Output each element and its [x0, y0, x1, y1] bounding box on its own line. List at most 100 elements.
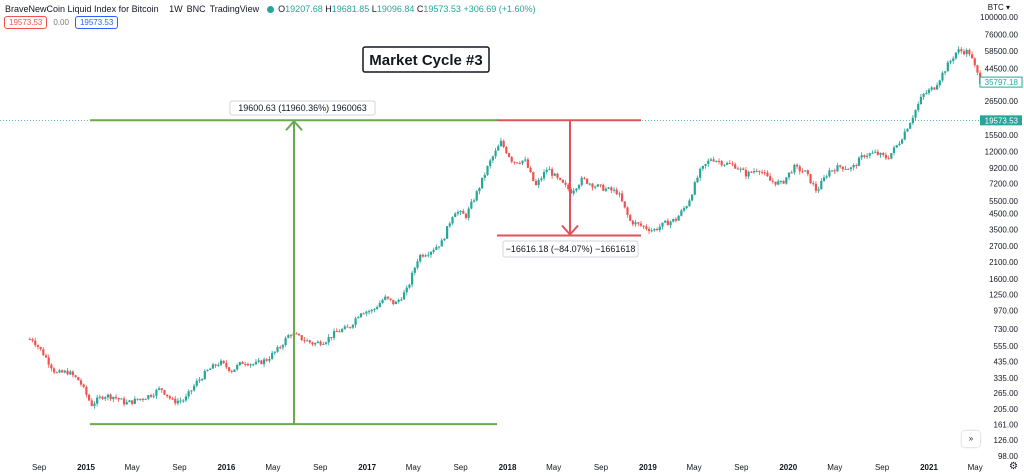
- candle-body: [411, 272, 414, 285]
- candle-body: [833, 170, 836, 172]
- price-tick-label: 1600.00: [989, 275, 1018, 284]
- candle-body: [860, 155, 863, 158]
- candle-body: [429, 251, 433, 255]
- rise-measure-label-box: [229, 100, 376, 116]
- candle-body: [583, 177, 586, 179]
- fall-arrow-head-icon: [561, 224, 579, 237]
- candle-body: [637, 222, 640, 224]
- candle-body: [758, 171, 761, 173]
- candle-body: [639, 223, 643, 226]
- candle-body: [760, 172, 764, 174]
- candle-body: [699, 168, 702, 178]
- candle-body: [66, 370, 69, 375]
- candle-body: [701, 165, 704, 169]
- candle-body: [276, 347, 279, 352]
- candle-body: [957, 49, 960, 53]
- candle-body: [386, 296, 389, 299]
- price-tick-label: 76000.00: [985, 30, 1019, 39]
- candle-body: [440, 240, 443, 247]
- time-tick-label: Sep: [32, 463, 47, 472]
- candle-body: [168, 396, 171, 399]
- candle-body: [373, 308, 376, 310]
- spread-value: 0.00: [53, 18, 69, 27]
- candle-body: [61, 370, 64, 373]
- candle-body: [567, 184, 570, 190]
- time-tick-label: Sep: [875, 463, 890, 472]
- candle-body: [236, 365, 239, 370]
- candle-body: [179, 400, 182, 402]
- candle-body: [545, 169, 548, 173]
- candle-body: [58, 370, 61, 373]
- candle-body: [594, 186, 597, 188]
- candle-body: [50, 364, 53, 369]
- time-tick-label: 2016: [217, 463, 235, 472]
- last-price-label: 35797.18: [985, 78, 1019, 87]
- candle-body: [171, 398, 174, 400]
- candle-body: [882, 153, 885, 155]
- candle-body: [36, 345, 40, 347]
- currency-label[interactable]: BTC ▾: [987, 3, 1010, 12]
- candle-body: [147, 395, 150, 399]
- candle-body: [742, 168, 745, 170]
- candle-body: [297, 334, 301, 336]
- interval-label[interactable]: 1W: [169, 4, 183, 14]
- candle-body: [510, 156, 513, 162]
- candle-body: [712, 159, 715, 162]
- candle-body: [720, 161, 723, 166]
- time-tick-label: Sep: [734, 463, 749, 472]
- candle-body: [198, 379, 201, 381]
- price-tick-label: 970.00: [994, 307, 1019, 316]
- candle-body: [685, 206, 688, 209]
- candle-body: [553, 173, 556, 176]
- price-axis: 100000.00 76000.00 58500.00 44500.00 35797.1…: [979, 13, 1023, 461]
- candle-body: [744, 169, 748, 177]
- candle-body: [330, 336, 333, 338]
- candle-body: [483, 174, 486, 178]
- buy-badge[interactable]: 19573.53: [74, 16, 119, 29]
- candle-body: [152, 395, 155, 397]
- scroll-to-realtime-button[interactable]: »: [962, 431, 980, 447]
- candle-body: [933, 87, 936, 90]
- sell-badge[interactable]: 19573.53: [4, 16, 48, 29]
- candle-body: [677, 215, 680, 221]
- candle-body: [157, 388, 161, 390]
- symbol-name[interactable]: BraveNewCoin Liquid Index for Bitcoin: [5, 4, 159, 14]
- candle-body: [314, 343, 317, 345]
- candle-body: [93, 403, 96, 406]
- candle-body: [556, 173, 559, 178]
- candle-body: [717, 161, 721, 163]
- candle-body: [586, 178, 589, 184]
- candle-body: [470, 201, 473, 209]
- candle-body: [968, 49, 971, 55]
- candle-body: [871, 152, 874, 154]
- candle-body: [174, 398, 177, 404]
- price-tick-label: 4500.00: [989, 210, 1018, 219]
- fall-measure-label-box: [502, 240, 639, 258]
- candle-body: [607, 187, 610, 189]
- candle-body: [526, 159, 529, 168]
- candle-body: [752, 171, 756, 173]
- candle-body: [77, 377, 80, 381]
- candle-body: [919, 96, 923, 104]
- candle-body: [462, 211, 465, 214]
- drawing-tools: Market Cycle #3 19600.63 (11960.36%) 1960…: [0, 46, 980, 426]
- candle-body: [865, 155, 869, 157]
- candle-body: [787, 172, 791, 178]
- candle-body: [769, 176, 772, 181]
- candle-body: [367, 311, 371, 313]
- candle-body: [774, 181, 777, 185]
- candles-layer: [28, 46, 982, 409]
- settings-gear-icon[interactable]: ⚙: [1009, 461, 1018, 472]
- candle-body: [303, 340, 306, 342]
- candle-body: [656, 228, 659, 230]
- time-tick-label: 2015: [77, 463, 95, 472]
- candle-body: [166, 394, 169, 397]
- price-tick-label: 205.00: [994, 405, 1019, 414]
- candle-body: [222, 360, 225, 364]
- candle-body: [588, 183, 591, 185]
- candle-body: [847, 168, 850, 170]
- time-tick-label: May: [827, 463, 842, 472]
- candle-body: [814, 183, 818, 191]
- candle-body: [322, 343, 325, 345]
